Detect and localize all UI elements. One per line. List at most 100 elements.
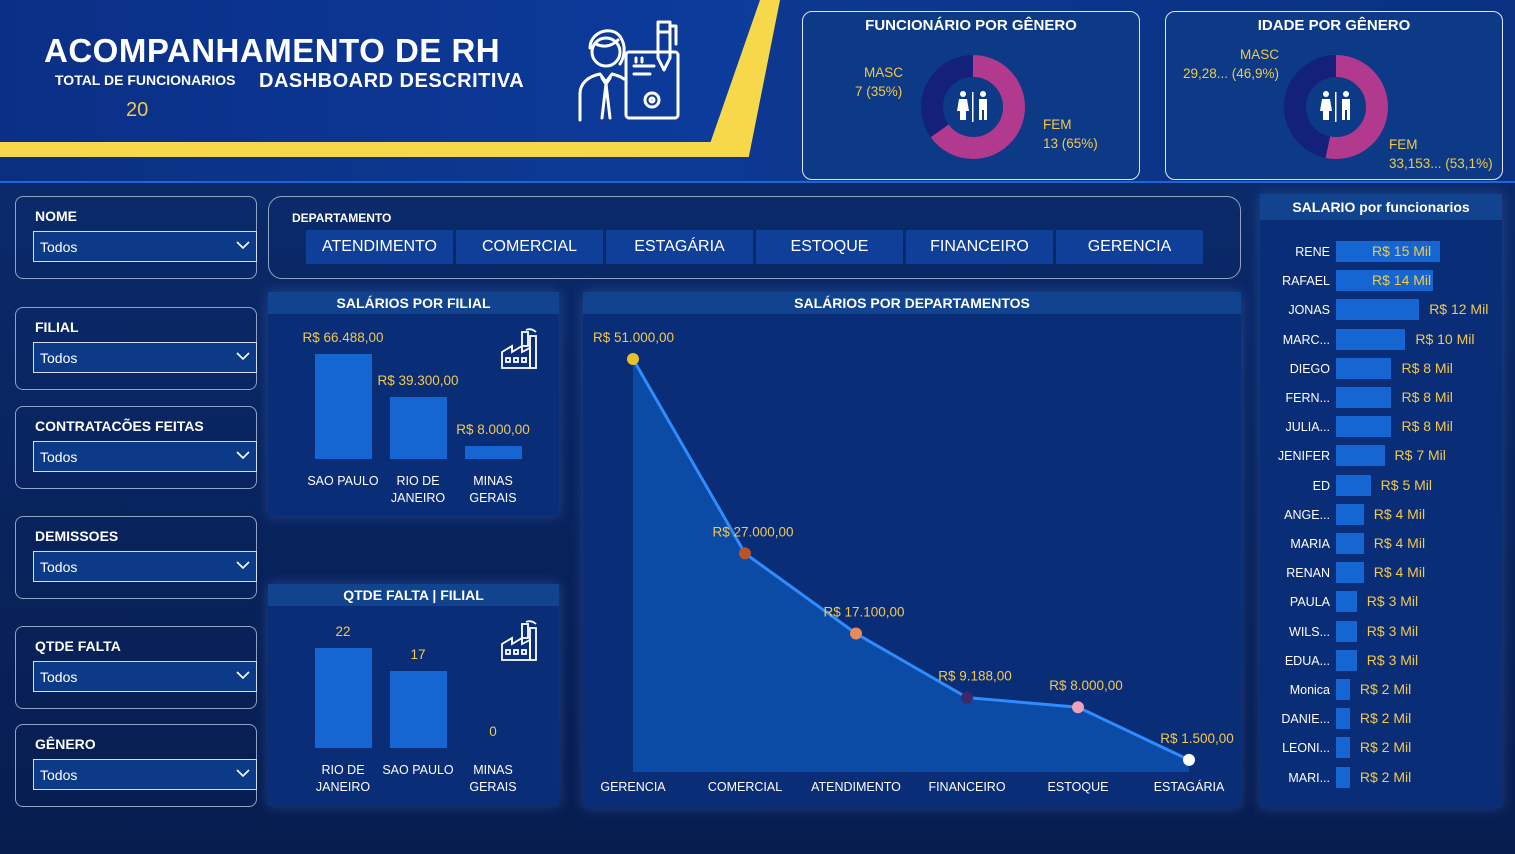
salary-value: R$ 3 Mil (1366, 651, 1419, 668)
genero-dropdown[interactable]: Todos (33, 759, 257, 790)
salary-bar[interactable] (1336, 328, 1406, 350)
contratacoes-dropdown[interactable]: Todos (33, 441, 257, 472)
employee-name: EDUA... (1284, 653, 1330, 668)
category-label: ESTAGÁRIA (1154, 779, 1225, 794)
employee-name: Monica (1289, 683, 1330, 697)
dropdown-value: Todos (40, 239, 78, 255)
departamento-label: DEPARTAMENTO (292, 211, 392, 225)
salary-bar[interactable] (1336, 679, 1350, 700)
bar[interactable] (314, 354, 372, 459)
age-gender-donut[interactable] (1283, 54, 1389, 160)
employee-name: MARC... (1282, 332, 1330, 347)
data-label: R$ 51.000,00 (593, 330, 674, 345)
salary-bar[interactable] (1336, 445, 1385, 467)
slicer-qtde-falta: QTDE FALTA Todos (15, 626, 257, 709)
category-label: ESTOQUE (1048, 780, 1109, 794)
data-label: R$ 1.500,00 (1160, 731, 1234, 746)
salary-value: R$ 10 Mil (1415, 330, 1475, 347)
employee-name: ANGE... (1284, 507, 1330, 522)
slicer-title: NOME (35, 208, 77, 224)
dept-button-gerencia[interactable]: GERENCIA (1056, 230, 1203, 264)
total-value: 20 (126, 99, 149, 121)
bar[interactable] (464, 446, 522, 459)
salary-bar[interactable] (1336, 591, 1357, 613)
salary-value: R$ 8 Mil (1401, 418, 1453, 435)
salary-bar[interactable] (1336, 299, 1420, 321)
data-point[interactable] (961, 691, 973, 704)
salarios-departamento-panel: SALÁRIOS POR DEPARTAMENTOS R$ 51.000,00 G… (583, 292, 1241, 808)
chevron-down-icon (236, 352, 250, 361)
salary-bar[interactable] (1336, 562, 1364, 584)
dept-button-comercial[interactable]: COMERCIAL (456, 230, 603, 264)
panel-title: SALÁRIOS POR FILIAL (268, 292, 559, 314)
qtde-falta-dropdown[interactable]: Todos (33, 661, 257, 692)
salary-value: R$ 15 Mil (1372, 243, 1432, 259)
chevron-down-icon (236, 769, 250, 778)
slicer-nome: NOME Todos (15, 196, 257, 279)
data-point[interactable] (850, 627, 862, 640)
area-chart[interactable]: R$ 51.000,00 GERENCIA R$ 27.000,00 COMERCIA… (583, 314, 1241, 808)
dept-button-estoque[interactable]: ESTOQUE (756, 230, 903, 264)
data-point[interactable] (1183, 753, 1195, 766)
salary-value: R$ 4 Mil (1373, 535, 1426, 551)
dept-button-estagiaria[interactable]: ESTAGÁRIA (606, 230, 753, 264)
donut-slice-fem[interactable] (1284, 55, 1388, 159)
salary-value: R$ 14 Mil (1372, 272, 1432, 289)
data-point[interactable] (739, 547, 751, 560)
salary-bar[interactable] (1336, 474, 1371, 496)
data-label: R$ 9.188,00 (938, 669, 1012, 684)
nome-dropdown[interactable]: Todos (33, 231, 257, 262)
employee-name: WILS... (1289, 624, 1330, 639)
bar[interactable] (389, 670, 447, 748)
filial-dropdown[interactable]: Todos (33, 342, 257, 373)
salary-bar[interactable] (1336, 620, 1357, 642)
salary-bar[interactable] (1336, 533, 1364, 554)
dept-button-atendimento[interactable]: ATENDIMENTO (306, 230, 453, 264)
chevron-down-icon (236, 671, 250, 680)
bar-value-label: R$ 39.300,00 (377, 372, 459, 388)
hr-employee-icon (578, 20, 680, 122)
gender-count-donut[interactable] (920, 54, 1026, 160)
salary-value: R$ 5 Mil (1380, 476, 1433, 493)
salary-bar[interactable] (1336, 270, 1434, 292)
chevron-down-icon (236, 451, 250, 460)
salary-bar[interactable] (1336, 708, 1350, 730)
departamento-slicer: DEPARTAMENTO ATENDIMENTO COMERCIAL ESTAG… (268, 196, 1241, 279)
employee-name: JULIA... (1285, 420, 1330, 435)
category-label: GERENCIA (600, 780, 666, 794)
dropdown-value: Todos (40, 669, 78, 685)
data-point[interactable] (1072, 701, 1084, 714)
page-title: ACOMPANHAMENTO DE RH (44, 32, 501, 69)
salary-bar[interactable] (1336, 503, 1364, 525)
bar-value-label: 17 (410, 646, 426, 662)
bar-value-label: 22 (335, 624, 351, 639)
fem-value: 13 (65%) (1043, 136, 1098, 151)
qtde-falta-panel: QTDE FALTA | FILIAL 22 RIO DE JANEIRO 17 SA… (268, 584, 559, 806)
bar[interactable] (314, 648, 372, 748)
data-label: R$ 8.000,00 (1049, 678, 1123, 693)
slicer-title: CONTRATACÕES FEITAS (35, 418, 204, 434)
salary-bar[interactable] (1336, 649, 1357, 671)
data-point[interactable] (627, 353, 639, 365)
salary-value: R$ 3 Mil (1366, 593, 1419, 610)
dept-button-financeiro[interactable]: FINANCEIRO (906, 230, 1053, 264)
salary-bar[interactable] (1336, 766, 1350, 788)
employee-name: LEONI... (1282, 741, 1330, 756)
salary-value: R$ 3 Mil (1366, 622, 1419, 639)
salary-value: R$ 8 Mil (1401, 389, 1453, 405)
salary-bar[interactable] (1336, 241, 1440, 262)
salary-bar[interactable] (1336, 387, 1392, 408)
salary-bar[interactable] (1336, 737, 1350, 759)
area-fill (633, 359, 1189, 772)
category-label: RIO DE JANEIRO (315, 763, 371, 794)
demissoes-dropdown[interactable]: Todos (33, 551, 257, 582)
dropdown-value: Todos (40, 449, 78, 465)
donut-slice-fem[interactable] (921, 55, 1025, 159)
factory-icon (501, 620, 537, 661)
restroom-icon (1320, 91, 1350, 122)
bar[interactable] (389, 396, 447, 459)
category-label: SAO PAULO (382, 763, 454, 777)
salary-value: R$ 2 Mil (1359, 739, 1412, 756)
salary-bar[interactable] (1336, 357, 1392, 379)
salary-bar[interactable] (1336, 416, 1392, 438)
